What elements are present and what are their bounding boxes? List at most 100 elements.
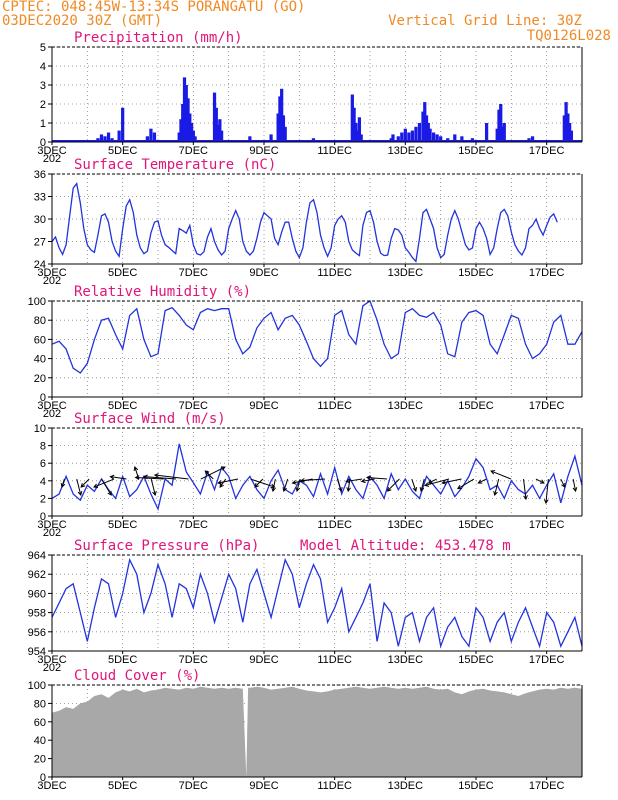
wind-vector — [427, 478, 437, 484]
panel-title-rh: Relative Humidity (%) — [74, 284, 251, 300]
xtick-label: 13DEC — [388, 654, 424, 666]
wind-vector — [456, 478, 475, 490]
ytick-label-wind: 0 — [40, 511, 46, 523]
wind-vector — [490, 470, 512, 480]
wind-vector — [254, 478, 264, 488]
cloud-area — [52, 686, 582, 777]
pressure-line — [51, 557, 583, 649]
wind-vector-head — [219, 483, 224, 488]
xtick-label: 11DEC — [317, 780, 352, 792]
precip-bar — [182, 77, 187, 142]
wind-vector-shaft — [135, 476, 164, 480]
precip-bar — [356, 130, 360, 142]
ytick-label-cloud: 20 — [34, 754, 46, 766]
xtick-label: 17DEC — [529, 145, 565, 157]
wind-vector-shaft — [490, 470, 512, 480]
wind-vector-shaft — [478, 478, 487, 484]
precip-bar — [218, 119, 222, 142]
ytick-label-temp: 36 — [34, 169, 46, 181]
xtick-label: 11DEC — [317, 400, 352, 412]
precip-bar — [428, 128, 432, 142]
wind-vector-head — [254, 483, 259, 488]
ytick-label-temp: 27 — [34, 237, 46, 249]
precip-bar — [391, 134, 395, 142]
wind-vector — [93, 478, 115, 489]
precip-bar — [214, 107, 218, 142]
precip-bar — [431, 132, 436, 142]
precip-bar — [410, 130, 415, 142]
wind-vector-shaft — [346, 478, 363, 482]
precip-bar — [219, 130, 224, 142]
panel-rh: 0 20 40 60 80 100 3DEC 5DEC 7DEC 9DEC 11DEC 13DEC 15… — [28, 284, 583, 420]
wind-vector — [560, 478, 566, 488]
xtick-label: 13DEC — [388, 780, 424, 792]
xtick-label: 7DEC — [179, 654, 208, 666]
precip-bar — [212, 92, 217, 142]
wind-vector-shaft — [420, 478, 425, 492]
xtick-label: 5DEC — [108, 654, 137, 666]
precip-bar — [439, 136, 443, 142]
xtick-label: 15DEC — [458, 145, 494, 157]
precip-bar — [121, 107, 125, 142]
wind-vector-head — [271, 487, 276, 493]
xtick-year: 202 — [43, 662, 61, 674]
wind-vector-shaft — [76, 478, 82, 496]
panel-pressure: 954 956 958 960 962 964 3DEC 5DEC 7DEC 9DEC 11DEC 1… — [28, 538, 583, 674]
wind-vector-head — [291, 480, 297, 485]
xtick-label: 5DEC — [108, 267, 137, 279]
wind-line — [51, 443, 583, 511]
precip-bar — [280, 88, 284, 142]
wind-vector-head — [338, 487, 343, 493]
precip-bar — [435, 134, 439, 142]
xtick-label: 13DEC — [388, 519, 424, 531]
ytick-label-rh: 40 — [34, 354, 46, 366]
wind-vector — [365, 475, 388, 481]
wind-vector-head — [152, 491, 157, 497]
wind-vector-head — [107, 491, 112, 496]
wind-vector-head — [427, 479, 433, 484]
wind-vector-shaft — [134, 466, 140, 480]
wind-vector — [80, 478, 90, 488]
precip-bar — [460, 136, 464, 142]
wind-vector — [345, 478, 363, 484]
xtick-label: 15DEC — [458, 654, 494, 666]
wind-vector-shaft — [250, 478, 275, 488]
precip-bar — [569, 130, 574, 142]
wind-vector-shaft — [150, 478, 156, 496]
precip-bar — [99, 134, 104, 142]
panel-temp: 24 27 30 33 36 3DEC 5DEC 7DEC 9DEC 11DEC 13DEC 15DE… — [34, 157, 583, 287]
wind-vector-shaft — [300, 478, 326, 482]
wind-vector — [133, 466, 140, 480]
wind-vector-head — [60, 483, 66, 489]
xtick-label: 9DEC — [249, 654, 278, 666]
precip-bar — [283, 126, 287, 142]
wind-vector-shaft — [411, 478, 417, 492]
xtick-label: 9DEC — [249, 145, 278, 157]
wind-vector-head — [217, 480, 223, 485]
precip-bar — [193, 136, 197, 142]
wind-vector — [360, 478, 375, 484]
wind-vector-head — [424, 482, 430, 487]
precip-bar — [188, 113, 192, 142]
ytick-label-cloud: 40 — [34, 735, 46, 747]
ytick-label-cloud: 80 — [34, 698, 46, 710]
precip-bar — [564, 102, 568, 142]
wind-vector-shaft — [80, 478, 90, 488]
xtick-label: 11DEC — [317, 519, 352, 531]
temp-line — [51, 182, 558, 263]
wind-vector-shaft — [366, 476, 388, 480]
precip-bar — [499, 104, 503, 142]
wind-vector-shaft — [296, 478, 301, 492]
wind-vector-head — [493, 491, 498, 497]
wind-vector — [424, 478, 450, 487]
panel-title-pressure: Surface Pressure (hPa) — [74, 538, 259, 554]
wind-vector-head — [456, 484, 462, 490]
xtick-label: 9DEC — [249, 267, 278, 279]
wind-vector — [109, 474, 127, 480]
ytick-label-precip: 3 — [40, 80, 46, 92]
xtick-label: 17DEC — [529, 654, 565, 666]
xtick-label: 3DEC — [37, 145, 66, 157]
xtick-label: 5DEC — [108, 519, 137, 531]
wind-vector-shaft — [101, 478, 112, 496]
